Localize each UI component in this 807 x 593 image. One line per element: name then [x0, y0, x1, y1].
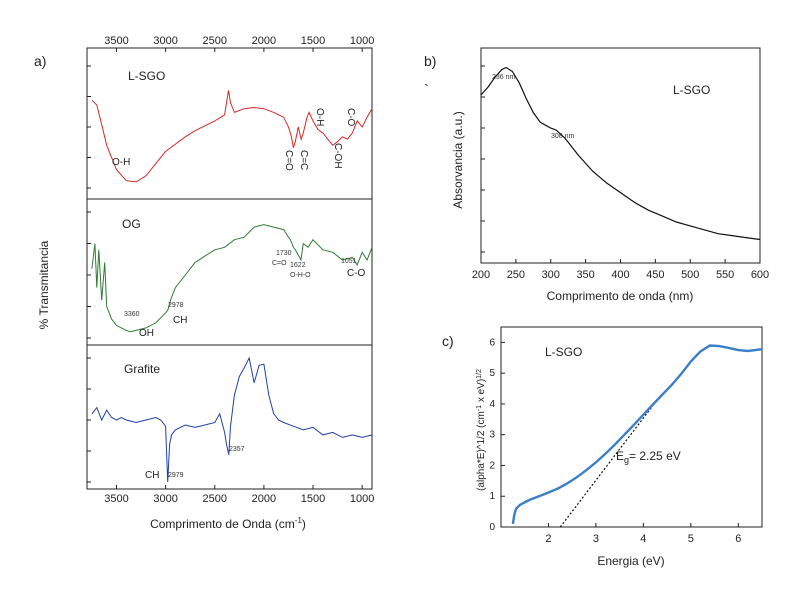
series-line-og [91, 224, 373, 333]
panel-c-ylabel: (alpha*E)^1/2 (cm-1 x eV)1/2 [476, 369, 487, 491]
panel-b-ylabel: Absorvancia (a.u.) [451, 111, 465, 208]
series-line-grafite [91, 356, 373, 483]
annotation-graf-2357: 2357 [229, 446, 245, 453]
panel-b-label: b) [424, 53, 436, 69]
annotation-co-double: C=O [283, 150, 294, 171]
panel-c-x-tick-label: 6 [735, 533, 741, 545]
panel-a-bottom-ticks: 3500 3000 2500 2000 1500 1000 [104, 485, 374, 505]
panel-b-x-tick-label: 200 [472, 269, 490, 281]
annotation-og-ohoo: O-H-O [290, 272, 311, 279]
panel-c-y-tick-label: 5 [489, 368, 495, 379]
panel-b-x-tick-label: 550 [716, 269, 734, 281]
panel-b-title: L-SGO [673, 83, 710, 97]
panel-c-x-tick-label: 3 [593, 533, 599, 545]
panel-b-x-tick-label: 600 [751, 269, 769, 281]
annotation-co-single: C-O [345, 108, 356, 127]
panel-c-y-tick-label: 4 [489, 399, 495, 410]
panel-b-ticks: 200 250 300 350 400 450 500 550 600 [472, 65, 769, 281]
annotation-og-oh: OH [139, 328, 154, 339]
panel-c: c) 2 3 4 5 6 0 1 2 3 4 5 6 L-SGO Eg= 2.25 eV (alpha… [442, 326, 763, 568]
panel-a-top-tick-label: 2500 [203, 35, 227, 47]
panel-b-x-tick-label: 450 [646, 269, 664, 281]
annotation-og-2978: 2978 [168, 302, 184, 309]
peak-label-236: 236 nm [492, 74, 516, 81]
panel-a-top-tick-label: 3500 [104, 35, 128, 47]
panel-a-top-tick-label: 2000 [252, 35, 276, 47]
annotation-graf-2979: 2979 [168, 472, 184, 479]
annotation-oh: O-H [112, 157, 130, 168]
panel-c-frame [500, 326, 763, 528]
eg-label: Eg= 2.25 eV [616, 449, 681, 465]
panel-c-y-tick-label: 3 [489, 430, 495, 441]
subpanel-label-og: OG [122, 217, 141, 231]
annotation-og-co: C=O [272, 260, 287, 267]
panel-a-frame [86, 47, 373, 490]
panel-c-x-tick-label: 5 [688, 533, 694, 545]
panel-b-xlabel: Comprimento de onda (nm) [547, 289, 694, 303]
panel-c-y-tick-label: 2 [489, 460, 495, 471]
series-line-lsgo [91, 90, 373, 183]
panel-a-xlabel: Comprimento de Onda (cm-1) [150, 516, 306, 531]
panel-a-bottom-tick-label: 1000 [350, 493, 374, 505]
subpanel-label-grafite: Grafite [124, 362, 160, 376]
panel-b-x-tick-label: 300 [542, 269, 560, 281]
panel-b-x-tick-label: 350 [576, 269, 594, 281]
panel-c-y-tick-label: 1 [489, 491, 495, 502]
annotation-oh-bend: O-H [314, 108, 325, 126]
annotation-og-1622: 1622 [290, 262, 306, 269]
series-line-tauc [511, 344, 763, 525]
panel-a-ylabel: % Transmitancia [37, 240, 51, 329]
panel-b-x-tick-label: 500 [681, 269, 699, 281]
panel-b-x-tick-label: 400 [611, 269, 629, 281]
panel-c-x-tick-label: 4 [640, 533, 646, 545]
panel-a-label: a) [34, 53, 46, 69]
panel-a-bottom-tick-label: 3500 [104, 493, 128, 505]
panel-a-top-tick-label: 3000 [153, 35, 177, 47]
panel-a-bottom-tick-label: 2500 [203, 493, 227, 505]
annotation-og-1730: 1730 [276, 250, 292, 257]
panel-a: a) 3500 3000 2500 2000 1500 1000 3500 3000 2500… [34, 35, 374, 531]
panel-c-x-tick-label: 2 [545, 533, 551, 545]
annotation-og-co-single: C-O [347, 268, 366, 279]
annotation-og-ch: CH [173, 315, 187, 326]
panel-a-top-tick-label: 1500 [301, 35, 325, 47]
panel-c-y-tick-label: 6 [489, 337, 495, 348]
annotation-og-3360: 3360 [124, 311, 140, 318]
panel-c-xlabel: Energia (eV) [597, 554, 664, 568]
panel-b-stray-mark: ` [424, 81, 429, 97]
panel-a-side-ticks [87, 65, 91, 483]
series-line-uvvis [480, 66, 761, 241]
panel-a-bottom-tick-label: 2000 [252, 493, 276, 505]
annotation-coh: C-OH [332, 143, 343, 169]
annotation-cc-double: C=C [298, 150, 309, 170]
peak-label-308: 308 nm [551, 133, 575, 140]
panel-c-label: c) [442, 333, 454, 349]
tangent-line [559, 392, 663, 528]
panel-a-bottom-tick-label: 3000 [153, 493, 177, 505]
panel-c-ticks: 2 3 4 5 6 0 1 2 3 4 5 6 [489, 337, 741, 545]
annotation-og-1051: 1051 [341, 258, 357, 265]
subpanel-label-lsgo: L-SGO [128, 69, 165, 83]
panel-c-title: L-SGO [545, 345, 582, 359]
panel-c-y-tick-label: 0 [489, 522, 495, 533]
panel-a-top-tick-label: 1000 [350, 35, 374, 47]
panel-a-bottom-tick-label: 1500 [301, 493, 325, 505]
panel-b-frame [480, 47, 761, 264]
panel-b: b) ` 200 250 300 350 400 450 500 550 600 L-SGO 2… [424, 47, 769, 303]
panel-a-top-ticks: 3500 3000 2500 2000 1500 1000 [104, 35, 374, 52]
panel-b-x-tick-label: 250 [507, 269, 525, 281]
annotation-graf-ch: CH [145, 470, 159, 481]
